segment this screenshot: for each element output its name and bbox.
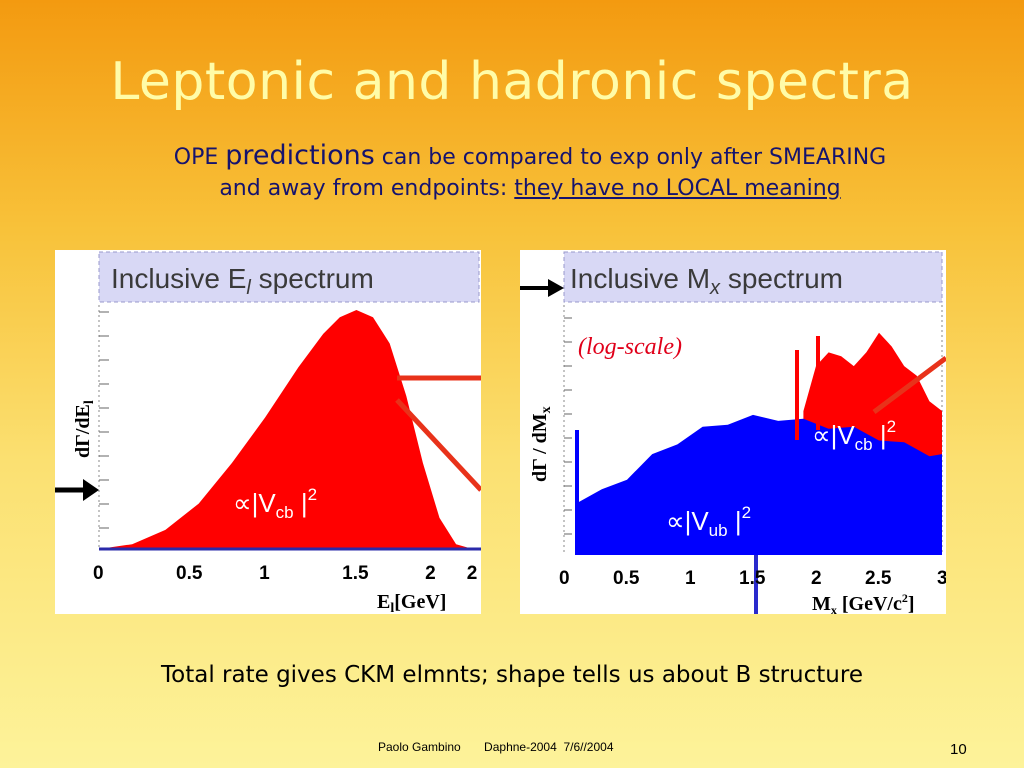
slide-caption: Total rate gives CKM elmnts; shape tells… [161, 662, 863, 688]
hadron-y-axis-label: dΓ / dMx [529, 406, 554, 482]
hadron-x-tick-labels: 0 0.5 1 1.5 2 2.5 3 [559, 568, 946, 589]
lepton-x-tick-label: 2 [425, 563, 436, 584]
hadron-x-tick-label: 2.5 [865, 568, 892, 589]
subtitle-line-1: OPE predictions can be compared to exp o… [40, 140, 1020, 171]
hadron-x-tick-label: 2 [811, 568, 822, 589]
lepton-x-tick-label: 2 [467, 563, 478, 584]
hadron-x-axis-label: Mx [GeV/c2] [812, 591, 915, 614]
hadron-title-banner [563, 251, 943, 303]
page-number: 10 [950, 741, 967, 758]
subtitle-predictions: predictions [225, 140, 375, 171]
hadron-x-tick-label: 3 [937, 568, 946, 589]
hadron-vub-annotation: ∝|Vub |2 [666, 503, 751, 540]
lepton-x-tick-label: 0.5 [176, 563, 203, 584]
hadron-spectrum-chart: Inclusive Mx spectrum (log-scale) dΓ / d… [520, 251, 946, 614]
hadron-spectrum-panel: Inclusive Mx spectrum (log-scale) dΓ / d… [520, 250, 946, 614]
subtitle-pre: OPE [173, 145, 226, 170]
subtitle-line-2: and away from endpoints: they have no LO… [40, 176, 1020, 201]
hadron-vcb-annotation: ∝|Vcb |2 [812, 417, 896, 454]
lepton-chart-title: Inclusive El spectrum [111, 263, 374, 299]
hadron-right-arrow [872, 356, 946, 414]
subtitle-post: can be compared to exp only after SMEARI… [374, 145, 887, 170]
hadron-left-arrow [520, 279, 564, 297]
hadron-log-scale-note: (log-scale) [578, 334, 682, 360]
lepton-vcb-annotation: ∝|Vcb |2 [233, 485, 317, 522]
lepton-spectrum-panel: Inclusive El spectrum dΓ/dEl 0 0.5 1 1.5 2 2 … [55, 250, 481, 614]
hadron-x-tick-label: 0.5 [613, 568, 640, 589]
hadron-x-tick-label: 1 [685, 568, 696, 589]
subtitle-underlined: they have no LOCAL meaning [514, 176, 841, 201]
hadron-x-tick-label: 1.5 [739, 568, 766, 589]
lepton-title-banner [98, 251, 480, 303]
hadron-chart-title: Inclusive Mx spectrum [570, 263, 843, 299]
lepton-x-tick-label: 0 [93, 563, 104, 584]
lepton-x-tick-label: 1.5 [342, 563, 369, 584]
lepton-left-arrow [55, 479, 99, 501]
hadron-x-tick-label: 0 [559, 568, 570, 589]
lepton-spectrum-chart: Inclusive El spectrum dΓ/dEl 0 0.5 1 1.5 2 2 … [55, 251, 481, 614]
lepton-x-tick-labels: 0 0.5 1 1.5 2 2 [93, 563, 477, 584]
lepton-spectrum-area [99, 310, 473, 549]
subtitle-pre-2: and away from endpoints: [219, 176, 515, 201]
hadron-vub-area [576, 414, 942, 555]
lepton-y-axis-label: dΓ/dEl [72, 400, 97, 458]
slide-title: Leptonic and hadronic spectra [110, 52, 914, 112]
lepton-y-tick-marks [99, 311, 109, 529]
lepton-right-arrow [395, 375, 481, 492]
hadron-y-tick-marks [564, 317, 572, 535]
lepton-x-axis-label: El[GeV] [377, 591, 446, 614]
slide-footer: Paolo Gambino Daphne-2004 7/6//2004 [378, 740, 614, 754]
lepton-x-tick-label: 1 [259, 563, 270, 584]
